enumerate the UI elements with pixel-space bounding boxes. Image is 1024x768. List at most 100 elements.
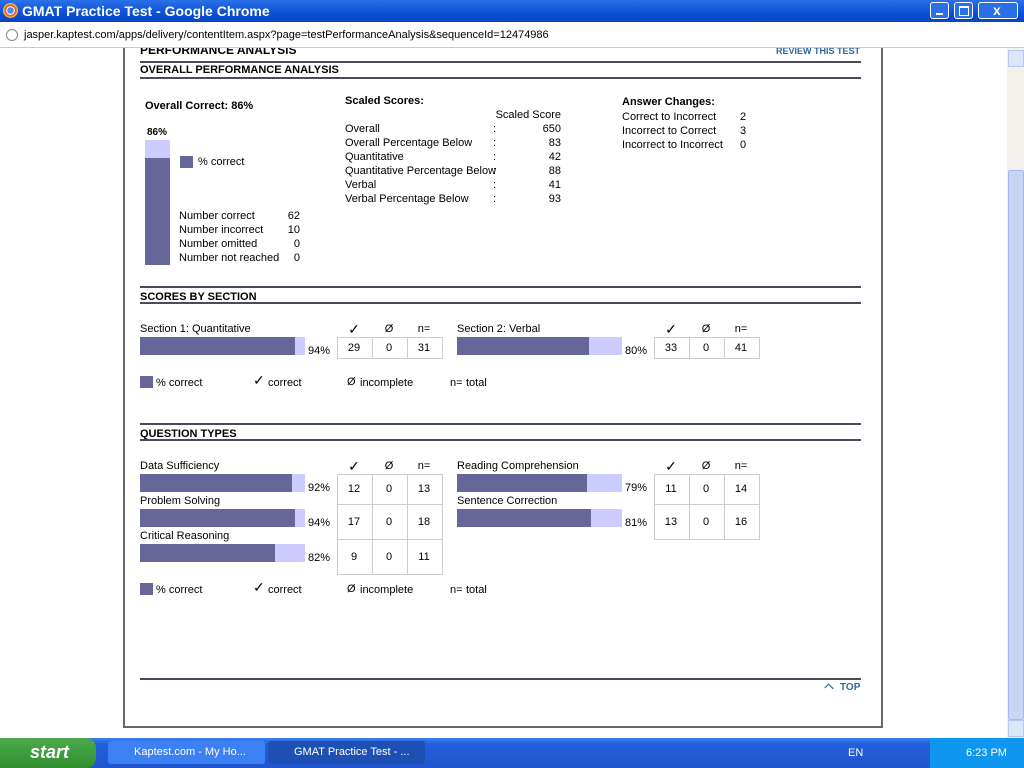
cell-value: 9 — [350, 550, 358, 563]
legend-label: total — [466, 377, 487, 389]
taskbar: start Kaptest.com - My Ho... GMAT Practi… — [0, 738, 1024, 768]
scaled-value: 83 — [548, 137, 561, 149]
cell-value: 11 — [418, 550, 430, 563]
bar — [140, 474, 292, 492]
scaled-label: Verbal Percentage Below — [345, 193, 469, 205]
legend-label: incomplete — [360, 377, 414, 389]
cell-value: 0 — [385, 550, 393, 563]
answer-value: 0 — [740, 139, 747, 151]
section-title: SCORES BY SECTION — [140, 291, 257, 303]
bar — [457, 474, 588, 492]
scaled-column: Scaled Score — [495, 109, 561, 121]
close-button[interactable]: x — [978, 2, 1018, 19]
count-label: Number correct — [179, 210, 255, 222]
table-cell — [689, 504, 724, 540]
section-title: QUESTION TYPES — [140, 428, 237, 440]
cell-value: 0 — [385, 515, 393, 528]
address-bar: jasper.kaptest.com/apps/delivery/content… — [0, 22, 1024, 48]
answer-title: Answer Changes: — [622, 96, 715, 108]
row-name: Sentence Correction — [457, 495, 558, 507]
page-heading: PERFORMANCE ANALYSIS — [140, 48, 297, 57]
page-icon — [6, 29, 18, 41]
legend-label: % correct — [156, 377, 203, 389]
count-label: Number not reached — [179, 252, 280, 264]
table-cell — [407, 337, 443, 359]
separator: : — [493, 137, 497, 149]
count-value: 10 — [287, 224, 300, 236]
overall-correct: Overall Correct: 86% — [145, 100, 254, 112]
start-label: start — [30, 742, 70, 762]
window-title: GMAT Practice Test - Google Chrome — [22, 3, 270, 19]
table-cell — [337, 539, 372, 575]
review-link[interactable]: REVIEW THIS TEST — [775, 48, 860, 56]
cell-value: 12 — [347, 483, 361, 495]
scroll-up[interactable] — [1008, 50, 1024, 67]
table-cell — [372, 539, 407, 575]
column-header: ✓ — [348, 321, 360, 337]
scaled-value: 42 — [548, 151, 561, 163]
cell-value: 31 — [417, 341, 431, 354]
cell-value: 17 — [347, 515, 361, 528]
legend-label: total — [466, 584, 487, 596]
language[interactable]: EN — [848, 747, 864, 759]
row-name: Critical Reasoning — [140, 530, 230, 542]
column-header: n= — [734, 323, 748, 335]
rule — [140, 61, 861, 63]
table-cell — [724, 337, 760, 359]
minimize-button[interactable] — [930, 2, 949, 19]
column-header: ✓ — [665, 321, 677, 337]
cell-value: 14 — [734, 483, 748, 495]
url[interactable]: jasper.kaptest.com/apps/delivery/content… — [24, 29, 549, 41]
row-name: Section 2: Verbal — [457, 323, 541, 335]
separator: : — [493, 123, 497, 135]
scaled-label: Overall — [345, 123, 380, 135]
maximize-button[interactable] — [954, 2, 973, 19]
column-header: n= — [417, 323, 431, 335]
legend-label: % correct — [156, 584, 203, 596]
answer-label: Correct to Incorrect — [622, 111, 717, 123]
row-name: Reading Comprehension — [457, 460, 579, 472]
bar — [140, 337, 296, 355]
rule — [140, 423, 861, 425]
row-name: Section 1: Quantitative — [140, 323, 251, 335]
bar — [145, 157, 170, 265]
bar — [457, 509, 591, 527]
section-title: OVERALL PERFORMANCE ANALYSIS — [140, 64, 339, 76]
rule — [140, 286, 861, 288]
column-header: ✓ — [348, 458, 360, 474]
page-content: PERFORMANCE ANALYSIS REVIEW THIS TEST OVER… — [0, 48, 1007, 738]
cell-value: 0 — [385, 483, 393, 495]
task-button[interactable]: Kaptest.com - My Ho... — [108, 741, 265, 764]
cell-value: 0 — [385, 341, 393, 354]
separator: : — [493, 179, 497, 191]
scrollbar — [1007, 48, 1024, 738]
table-cell — [654, 504, 689, 540]
percent-label: 94% — [308, 517, 331, 529]
answer-value: 3 — [740, 125, 747, 137]
rule — [140, 439, 861, 441]
cell-value: 29 — [347, 341, 361, 354]
column-header: n= — [417, 460, 431, 472]
legend-symbol: Ø — [347, 376, 356, 388]
count-value: 0 — [293, 252, 300, 264]
table-cell — [724, 504, 760, 540]
task-label: Kaptest.com - My Ho... — [134, 746, 246, 758]
percent-label: 94% — [308, 345, 331, 357]
cell-value: 0 — [702, 515, 710, 528]
scroll-thumb[interactable] — [1008, 170, 1024, 720]
top-link[interactable]: TOP — [840, 682, 861, 693]
bar — [457, 337, 589, 355]
percent-label: 80% — [625, 345, 648, 357]
overall-percent: 86% — [147, 127, 168, 138]
scroll-down[interactable] — [1008, 720, 1024, 737]
legend-symbol: n= — [450, 584, 463, 596]
task-label: GMAT Practice Test - ... — [294, 746, 410, 758]
task-button[interactable]: GMAT Practice Test - ... — [268, 741, 425, 764]
count-label: Number omitted — [179, 238, 258, 250]
start-button[interactable]: start — [0, 738, 96, 768]
cell-value: 0 — [702, 341, 710, 354]
legend-symbol: n= — [450, 377, 463, 389]
answer-label: Incorrect to Correct — [622, 125, 717, 137]
table-cell — [372, 337, 407, 359]
